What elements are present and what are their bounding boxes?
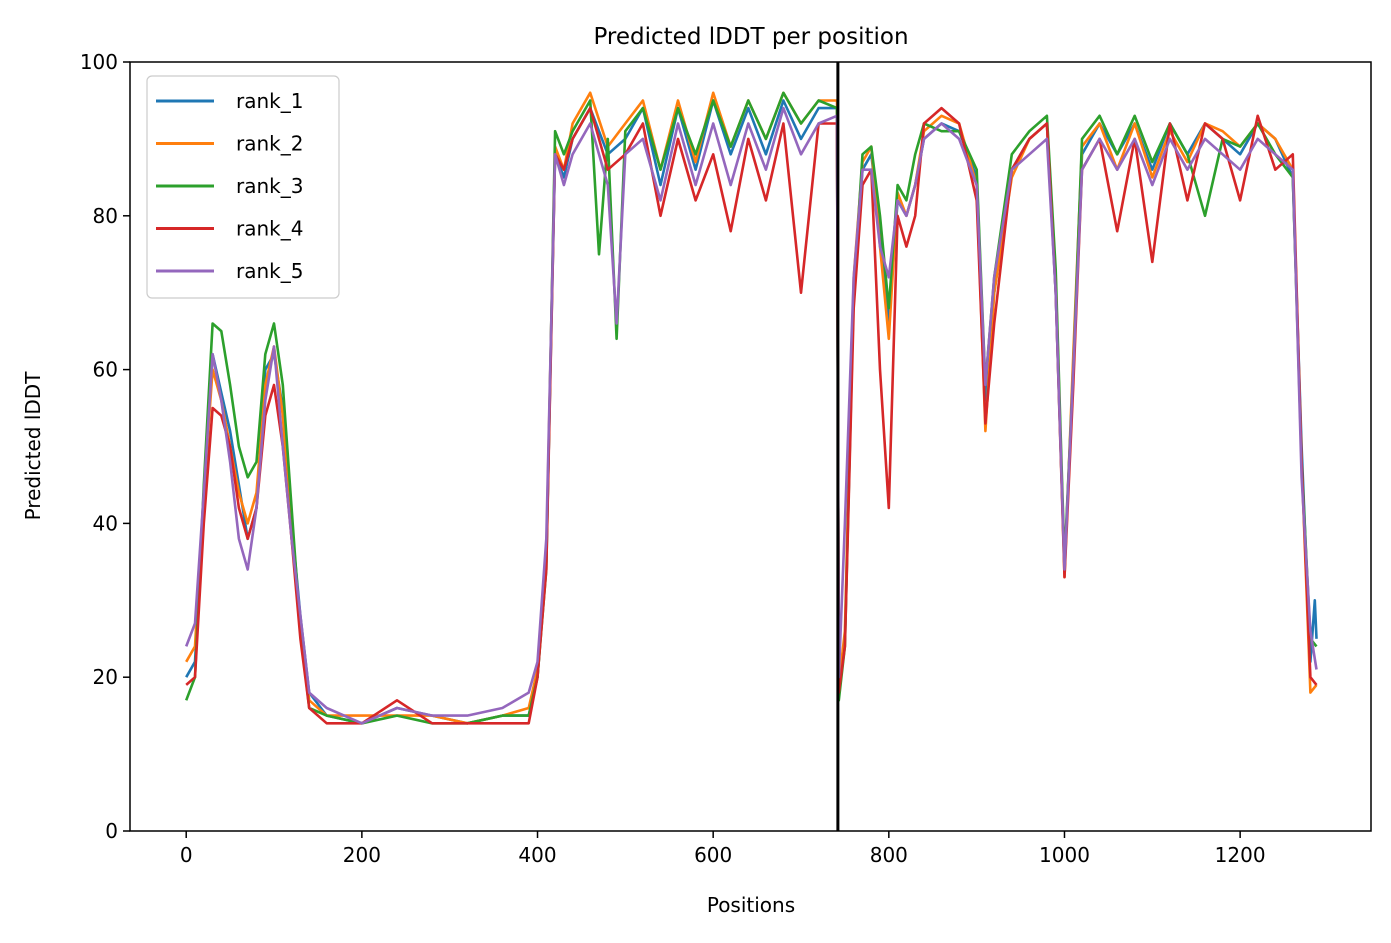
x-tick-label: 800 [870, 843, 908, 867]
y-tick-label: 0 [105, 819, 118, 843]
legend-box [146, 75, 340, 299]
x-axis: 0 200 400 600 800 1000 1200 [180, 831, 1266, 867]
legend-label-rank-3: rank_3 [236, 174, 303, 198]
y-axis: 0 20 40 60 80 100 [80, 50, 130, 843]
plot-frame [129, 61, 1372, 832]
x-tick-label: 200 [343, 843, 381, 867]
legend-label-rank-4: rank_4 [236, 217, 303, 241]
legend-label-rank-2: rank_2 [236, 132, 303, 156]
plot-area [184, 62, 1318, 831]
legend: rank_1 rank_2 rank_3 rank_4 rank_5 [146, 75, 340, 299]
y-tick-label: 40 [93, 511, 118, 535]
chart-title: Predicted lDDT per position [593, 24, 908, 50]
series-line-rank-4 [185, 106, 1318, 725]
legend-label-rank-5: rank_5 [236, 259, 303, 283]
x-tick-label: 1000 [1039, 843, 1090, 867]
series-line-rank-5 [184, 106, 1318, 725]
x-axis-label: Positions [707, 893, 795, 917]
x-tick-label: 400 [518, 843, 556, 867]
x-tick-label: 0 [180, 843, 193, 867]
x-tick-label: 600 [694, 843, 732, 867]
legend-label-rank-1: rank_1 [236, 89, 303, 113]
y-axis-label: Predicted lDDT [21, 371, 45, 521]
x-tick-label: 1200 [1215, 843, 1266, 867]
series-lines [184, 91, 1318, 725]
y-tick-label: 80 [93, 204, 118, 228]
y-tick-label: 20 [93, 665, 118, 689]
y-tick-label: 100 [80, 50, 118, 74]
y-tick-label: 60 [93, 358, 118, 382]
